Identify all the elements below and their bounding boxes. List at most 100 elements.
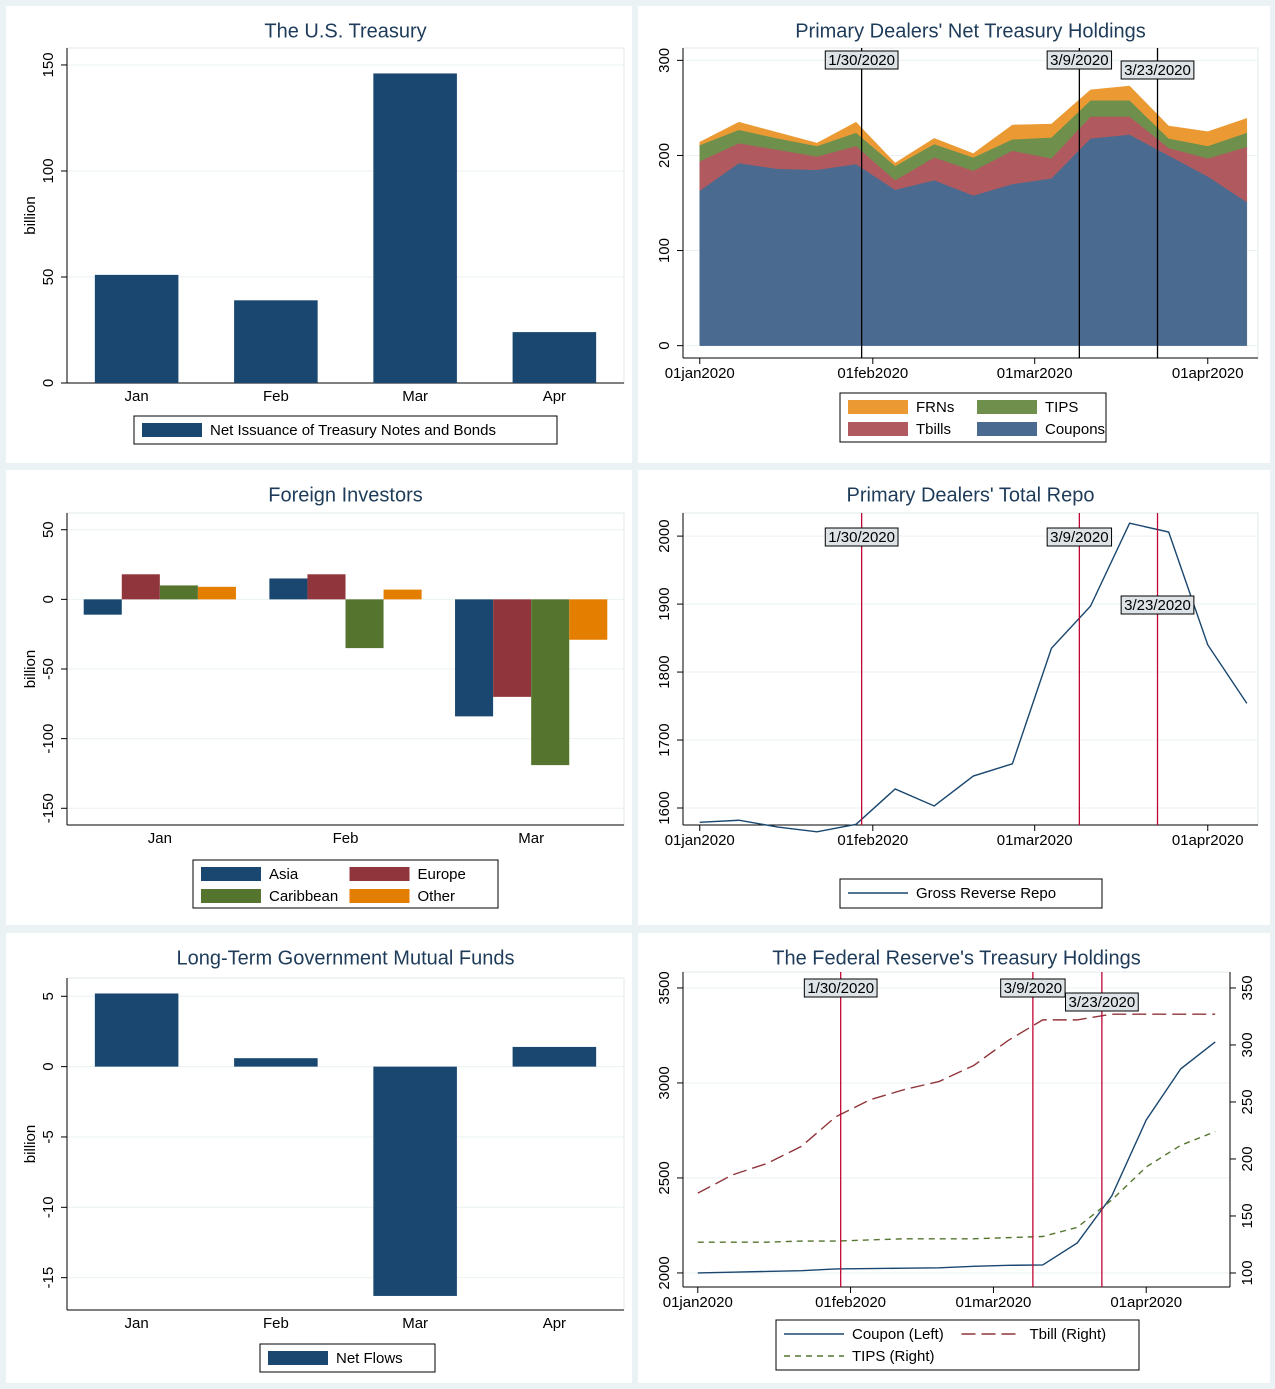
x-tick-label: 01apr2020 <box>1172 832 1244 849</box>
legend-swatch <box>848 422 908 436</box>
y2-tick-label: 150 <box>1239 1203 1256 1228</box>
annotation-label: 1/30/2020 <box>828 529 895 546</box>
legend-label: Europe <box>418 866 466 883</box>
bar <box>234 1058 318 1067</box>
bar <box>383 589 422 600</box>
legend-label: Coupon (Left) <box>852 1326 944 1343</box>
bar <box>373 1066 457 1296</box>
legend-swatch <box>349 889 410 903</box>
x-tick-label: Feb <box>263 1315 289 1332</box>
y-tick-label: 0 <box>40 1062 57 1070</box>
chart-title: Primary Dealers' Total Repo <box>847 484 1095 506</box>
legend-label: Net Issuance of Treasury Notes and Bonds <box>210 422 496 439</box>
x-tick-label: 01jan2020 <box>665 365 735 382</box>
annotation-box <box>1046 50 1113 70</box>
y-tick-label: -15 <box>40 1267 57 1289</box>
y-tick-label: 1600 <box>656 791 673 824</box>
annotation-box <box>1120 60 1195 80</box>
annotation-label: 3/23/2020 <box>1124 62 1191 79</box>
legend-swatch <box>977 400 1037 414</box>
line <box>697 1130 1216 1243</box>
legend-label: Tbills <box>916 421 951 438</box>
bar <box>83 599 122 615</box>
chart-title: The Federal Reserve's Treasury Holdings <box>772 947 1140 969</box>
legend-swatch <box>349 867 410 881</box>
bar <box>373 73 457 383</box>
legend-label: Tbill (Right) <box>1030 1326 1107 1343</box>
legend <box>775 1319 1140 1371</box>
x-tick-label: 01mar2020 <box>956 1294 1032 1311</box>
x-tick-label: Apr <box>543 1315 566 1332</box>
y2-tick-label: 200 <box>1239 1146 1256 1171</box>
y-tick-label: 2500 <box>656 1161 673 1194</box>
annotation-box <box>1065 992 1139 1012</box>
annotation-box <box>1000 978 1066 998</box>
chart-title: Foreign Investors <box>268 484 423 506</box>
legend-label: Coupons <box>1045 421 1105 438</box>
annotation-box <box>824 527 899 547</box>
y2-tick-label: 100 <box>1239 1260 1256 1285</box>
y2-tick-label: 250 <box>1239 1089 1256 1114</box>
bar <box>94 993 179 1067</box>
bar <box>493 599 532 697</box>
x-tick-label: 01mar2020 <box>997 365 1073 382</box>
bar <box>234 300 318 383</box>
y-tick-label: 200 <box>656 143 673 168</box>
legend-label: Caribbean <box>269 888 338 905</box>
bar <box>307 574 346 600</box>
annotation-label: 1/30/2020 <box>828 52 895 69</box>
x-tick-label: Jan <box>148 830 172 847</box>
x-tick-label: Mar <box>402 388 428 405</box>
legend-swatch <box>977 422 1037 436</box>
x-tick-label: Mar <box>402 1315 428 1332</box>
y-tick-label: 0 <box>40 379 57 387</box>
y-tick-label: 50 <box>40 521 57 538</box>
y-tick-label: 150 <box>40 52 57 77</box>
y-tick-label: 100 <box>656 238 673 263</box>
y-tick-label: 1800 <box>656 655 673 688</box>
chart-title: Primary Dealers' Net Treasury Holdings <box>795 20 1146 42</box>
annotation-label: 3/9/2020 <box>1050 529 1108 546</box>
bar <box>455 599 494 717</box>
x-tick-label: 01feb2020 <box>837 365 908 382</box>
legend-swatch <box>201 867 261 881</box>
legend-swatch <box>201 889 261 903</box>
x-tick-label: 01apr2020 <box>1110 1294 1182 1311</box>
y-axis-label: billion <box>22 1125 39 1163</box>
legend-label: Net Flows <box>336 1350 403 1367</box>
y-tick-label: 0 <box>656 341 673 349</box>
bar <box>94 274 179 383</box>
y2-tick-label: 300 <box>1239 1032 1256 1057</box>
legend-label: Other <box>418 888 456 905</box>
x-tick-label: Feb <box>333 830 359 847</box>
annotation-box <box>824 50 899 70</box>
y-axis-label: billion <box>22 650 39 688</box>
y-tick-label: 50 <box>40 269 57 286</box>
y-tick-label: 5 <box>40 992 57 1000</box>
x-tick-label: 01apr2020 <box>1172 365 1244 382</box>
line <box>697 1041 1216 1274</box>
y-tick-label: -100 <box>40 724 57 754</box>
y-tick-label: 1900 <box>656 587 673 620</box>
y-tick-label: 2000 <box>656 1256 673 1289</box>
x-tick-label: 01feb2020 <box>815 1294 886 1311</box>
legend-label: TIPS <box>1045 399 1078 416</box>
x-tick-label: Jan <box>125 1315 149 1332</box>
x-tick-label: Feb <box>263 388 289 405</box>
y-tick-label: 3500 <box>656 971 673 1004</box>
bar <box>197 586 236 600</box>
bar <box>531 599 570 766</box>
x-tick-label: 01jan2020 <box>665 832 735 849</box>
y-axis-label: billion <box>22 196 39 234</box>
legend-label: FRNs <box>916 399 954 416</box>
legend-swatch <box>848 400 908 414</box>
bar <box>345 599 384 649</box>
x-tick-label: 01jan2020 <box>663 1294 733 1311</box>
line <box>699 522 1248 833</box>
y-tick-label: 3000 <box>656 1066 673 1099</box>
y-tick-label: -150 <box>40 793 57 823</box>
annotation-label: 3/23/2020 <box>1069 994 1136 1011</box>
annotation-label: 3/23/2020 <box>1124 597 1191 614</box>
y2-tick-label: 350 <box>1239 975 1256 1000</box>
